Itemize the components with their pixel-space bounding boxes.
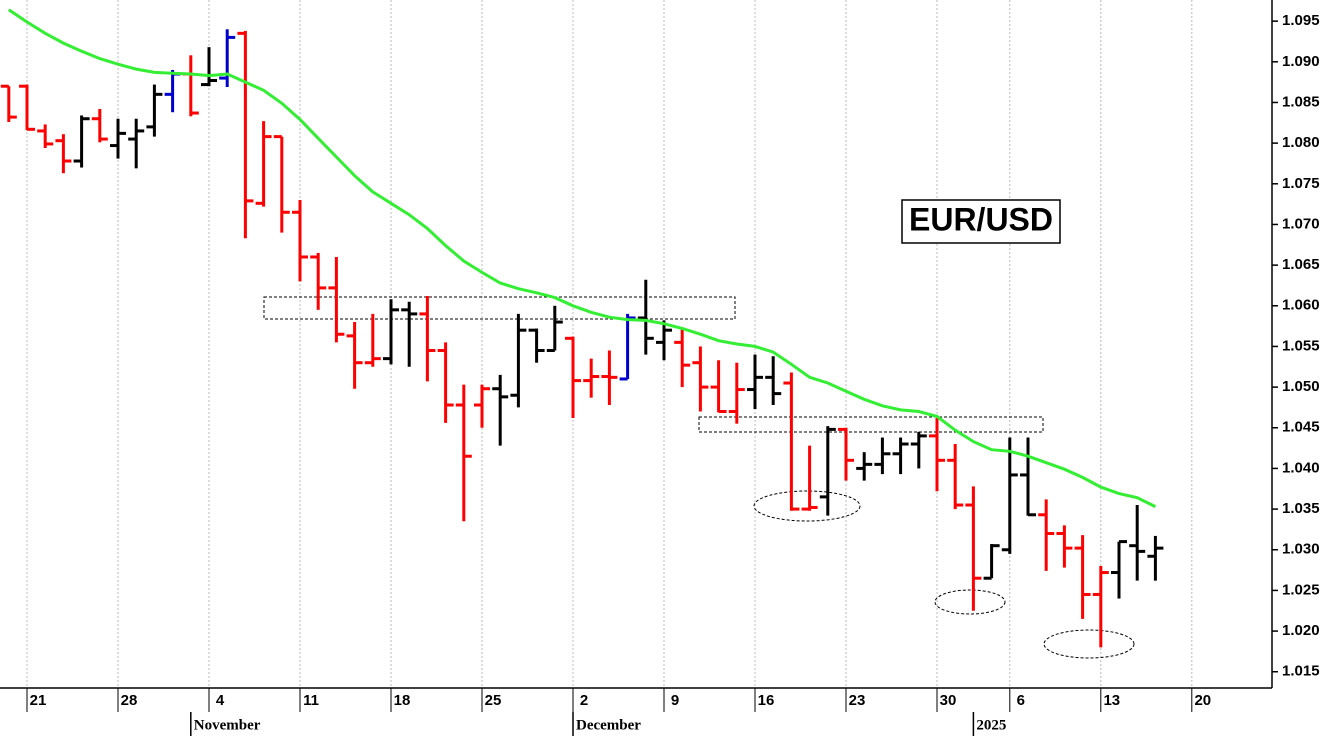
low-marker xyxy=(753,490,861,522)
x-tick-label: 4 xyxy=(216,692,225,709)
chart-title: EUR/USD xyxy=(909,201,1053,237)
y-tick-label: 1.055 xyxy=(1282,337,1320,354)
x-tick-label: 30 xyxy=(940,692,957,709)
x-tick-label: 9 xyxy=(671,692,679,709)
y-tick-label: 1.025 xyxy=(1282,581,1320,598)
moving-average-line xyxy=(7,8,1157,508)
y-tick-label: 1.050 xyxy=(1282,378,1320,395)
x-tick-label: 20 xyxy=(1194,692,1211,709)
annotations xyxy=(263,296,1135,659)
low-marker xyxy=(934,589,1006,615)
y-tick-label: 1.090 xyxy=(1282,53,1320,70)
moving-average xyxy=(7,8,1157,508)
month-label: December xyxy=(576,717,641,733)
y-tick-label: 1.045 xyxy=(1282,419,1320,436)
y-tick-label: 1.080 xyxy=(1282,134,1320,151)
x-tick-label: 13 xyxy=(1103,692,1120,709)
y-tick-label: 1.015 xyxy=(1282,663,1320,680)
y-tick-label: 1.075 xyxy=(1282,175,1320,192)
month-label: 2025 xyxy=(976,717,1006,733)
x-tick-label: 6 xyxy=(1017,692,1025,709)
x-tick-label: 16 xyxy=(758,692,775,709)
x-tick-label: 18 xyxy=(394,692,411,709)
y-tick-label: 1.040 xyxy=(1282,459,1320,476)
y-tick-label: 1.085 xyxy=(1282,93,1320,110)
title-box xyxy=(901,199,1061,244)
y-tick-label: 1.020 xyxy=(1282,622,1320,639)
x-tick-label: 2 xyxy=(580,692,588,709)
y-tick-label: 1.035 xyxy=(1282,500,1320,517)
resistance-box xyxy=(263,296,736,320)
y-tick-label: 1.065 xyxy=(1282,256,1320,273)
x-tick-label: 11 xyxy=(303,692,319,709)
x-tick-label: 28 xyxy=(121,692,138,709)
bars xyxy=(0,29,1164,648)
y-tick-label: 1.030 xyxy=(1282,541,1320,558)
resistance-box xyxy=(698,416,1044,433)
x-tick-label: 21 xyxy=(30,692,47,709)
axes: 1.015 1.020 1.025 1.030 1.035 1.040 1.045 1.050… xyxy=(26,12,1320,736)
y-tick-label: 1.060 xyxy=(1282,297,1320,314)
x-tick-label: 23 xyxy=(849,692,866,709)
x-tick-label: 25 xyxy=(485,692,502,709)
low-marker xyxy=(1043,629,1135,659)
month-label: November xyxy=(194,717,261,733)
y-tick-label: 1.070 xyxy=(1282,215,1320,232)
y-tick-label: 1.095 xyxy=(1282,12,1320,29)
